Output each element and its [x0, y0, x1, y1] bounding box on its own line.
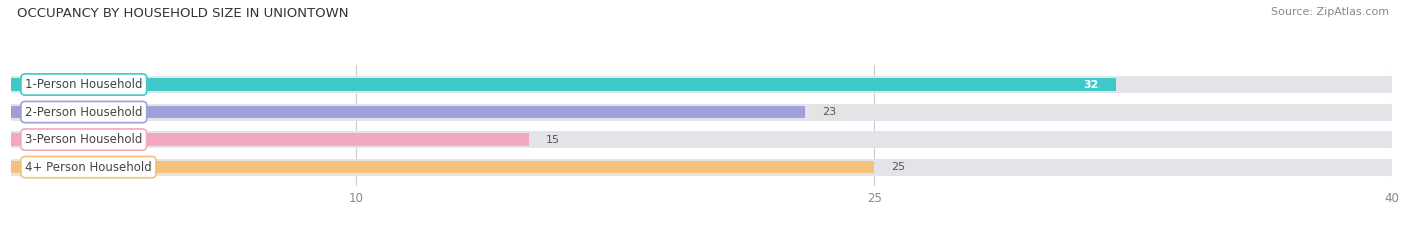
Bar — [11, 161, 875, 173]
Bar — [11, 159, 1392, 176]
Bar — [11, 134, 529, 146]
Text: 3-Person Household: 3-Person Household — [25, 133, 142, 146]
Text: 23: 23 — [823, 107, 837, 117]
Text: 2-Person Household: 2-Person Household — [25, 106, 142, 119]
Bar — [11, 106, 806, 118]
Bar — [11, 103, 1392, 121]
Bar — [11, 76, 1392, 93]
Text: Source: ZipAtlas.com: Source: ZipAtlas.com — [1271, 7, 1389, 17]
Text: 25: 25 — [891, 162, 905, 172]
Bar — [11, 78, 1116, 91]
Text: 1-Person Household: 1-Person Household — [25, 78, 142, 91]
Text: 32: 32 — [1083, 79, 1098, 89]
Bar — [11, 131, 1392, 148]
Text: 15: 15 — [547, 135, 560, 145]
Text: 4+ Person Household: 4+ Person Household — [25, 161, 152, 174]
Text: OCCUPANCY BY HOUSEHOLD SIZE IN UNIONTOWN: OCCUPANCY BY HOUSEHOLD SIZE IN UNIONTOWN — [17, 7, 349, 20]
